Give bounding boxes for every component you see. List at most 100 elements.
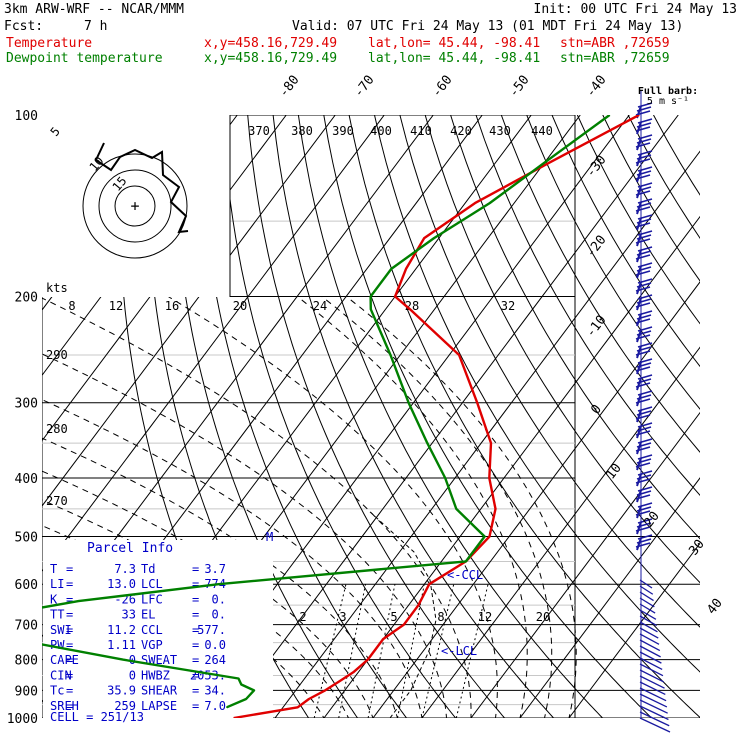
- wind-barb-flag: [636, 474, 652, 480]
- wind-barb-flag: [636, 426, 652, 432]
- parcel-value: 1.11: [107, 638, 136, 652]
- mixing-ratio-line: [338, 584, 367, 718]
- hodograph-speed-label: 32: [501, 299, 515, 313]
- dry-adiabat: [424, 115, 700, 584]
- wind-barb-flag: [637, 486, 653, 492]
- wind-barb-flag: [635, 542, 651, 548]
- isotherm: [42, 115, 385, 573]
- hodograph-speed-label: 20: [233, 299, 247, 313]
- wind-barb: [636, 265, 642, 279]
- hodograph-speed-label: 28: [405, 299, 419, 313]
- wind-barb-flag: [637, 166, 653, 172]
- mixing-ratio-label: 8: [437, 610, 444, 624]
- wind-barb-flag: [636, 266, 652, 272]
- dewpoint-point: [455, 508, 457, 510]
- theta-label: 380: [291, 124, 313, 138]
- wind-barb-low: [639, 705, 669, 721]
- parcel-key: CIN: [50, 668, 72, 682]
- isotherm: [519, 477, 700, 718]
- theta-label: 430: [489, 124, 511, 138]
- parcel-info-title: Parcel Info: [87, 541, 173, 556]
- wind-barb: [636, 521, 642, 535]
- temperature-point: [374, 649, 376, 651]
- wind-barb-flag: [637, 214, 653, 220]
- wind-barb-flag: [636, 378, 652, 384]
- wind-barb-low: [639, 681, 666, 696]
- hodograph-trace: [94, 142, 189, 234]
- temperature-point: [405, 268, 407, 270]
- wind-barb-flag: [635, 270, 651, 276]
- wind-barb-flag: [635, 430, 651, 436]
- init-time: Init: 00 UTC Fri 24 May 13: [533, 2, 738, 17]
- wind-barb-flag: [636, 522, 652, 528]
- parcel-key: LI: [50, 577, 64, 591]
- mixing-ratio-label: 2: [299, 610, 306, 624]
- wind-barb-low: [639, 591, 654, 602]
- isotherm-label: -30: [583, 153, 609, 181]
- parcel-key: SHEAR: [141, 684, 178, 698]
- wind-barb-flag: [637, 374, 653, 380]
- parcel-value: 35.9: [107, 684, 136, 698]
- wind-barb-flag: [637, 454, 653, 460]
- wind-barb: [636, 281, 642, 295]
- dewpoint-legend-name: Dewpoint temperature: [6, 51, 163, 66]
- parcel-value: 7.3: [114, 562, 136, 576]
- temperature-point: [233, 717, 235, 718]
- hodograph-speed-label: 8: [68, 299, 75, 313]
- wind-barb-flag: [636, 410, 652, 416]
- wind-barb-flag: [636, 490, 652, 496]
- parcel-eq: =: [192, 653, 199, 667]
- moist-adiabat: [42, 353, 448, 718]
- theta-label: 390: [332, 124, 354, 138]
- wind-barb-flag: [637, 470, 653, 476]
- temperature-point: [423, 237, 425, 239]
- parcel-eq: =: [192, 608, 199, 622]
- dry-adiabat: [272, 115, 555, 718]
- wind-legend-value: 5 m s⁻¹: [647, 96, 689, 107]
- dry-adiabat: [297, 115, 604, 718]
- wind-barb: [636, 537, 642, 551]
- temperature-legend-name: Temperature: [6, 36, 93, 51]
- dry-adiabat: [399, 115, 700, 628]
- wind-barb-flag: [636, 282, 652, 288]
- dewpoint-point: [245, 698, 247, 700]
- isotherm-label: 40: [704, 596, 725, 618]
- theta-label: 370: [248, 124, 270, 138]
- moist-adiabat: [346, 296, 577, 718]
- temperature-point: [488, 477, 490, 479]
- parcel-key: SWI: [50, 623, 72, 637]
- parcel-value: 3.7: [204, 562, 226, 576]
- parcel-key: PW: [50, 638, 65, 652]
- dewpoint-point: [77, 600, 80, 602]
- parcel-eq: =: [66, 608, 73, 622]
- dry-adiabat: [526, 115, 700, 410]
- wind-barb-low: [639, 579, 653, 589]
- isotherm: [568, 542, 700, 718]
- ccl-marker: <-CCL: [447, 568, 483, 582]
- wind-barb-low: [639, 639, 661, 652]
- parcel-key: Td: [141, 562, 155, 576]
- wind-barb-low: [639, 615, 658, 627]
- temperature-line: [233, 115, 640, 718]
- hodograph-speed-label: 16: [165, 299, 179, 313]
- wind-barb-low: [639, 621, 658, 633]
- wind-barb-flag: [635, 222, 651, 228]
- parcel-eq: =: [66, 623, 73, 637]
- isotherm-label: -60: [429, 73, 455, 101]
- parcel-key: LFC: [141, 592, 163, 606]
- isotherm-label: -80: [276, 73, 302, 101]
- wind-barb-flag: [637, 518, 653, 524]
- hodograph-ring: [82, 153, 188, 259]
- wind-barb-flag: [636, 234, 652, 240]
- wind-barb-flag: [635, 366, 651, 372]
- wind-barb-flag: [637, 182, 653, 188]
- dry-adiabat: [348, 115, 700, 718]
- wind-barb-low: [639, 669, 665, 683]
- dry-adiabat: [576, 115, 700, 325]
- wind-barb-flag: [636, 138, 652, 144]
- level-marker: M: [266, 530, 273, 544]
- theta-label-left: 270: [46, 494, 68, 508]
- isotherm-label: 30: [686, 537, 707, 559]
- parcel-key: HWBZ: [141, 668, 170, 682]
- dewpoint-point: [253, 689, 255, 692]
